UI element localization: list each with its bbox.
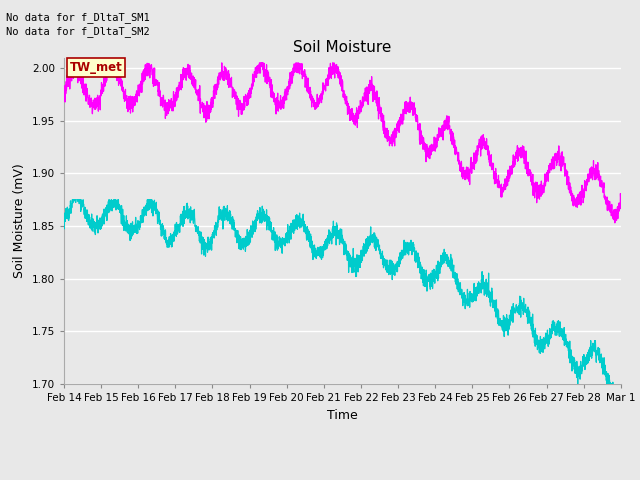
Text: TW_met: TW_met [70, 60, 122, 73]
Text: No data for f_DltaT_SM1: No data for f_DltaT_SM1 [6, 12, 150, 23]
Title: Soil Moisture: Soil Moisture [293, 40, 392, 55]
Y-axis label: Soil Moisture (mV): Soil Moisture (mV) [13, 163, 26, 278]
X-axis label: Time: Time [327, 408, 358, 421]
Text: No data for f_DltaT_SM2: No data for f_DltaT_SM2 [6, 26, 150, 37]
Legend: CS615_SM1, CS615_SM2: CS615_SM1, CS615_SM2 [223, 479, 462, 480]
